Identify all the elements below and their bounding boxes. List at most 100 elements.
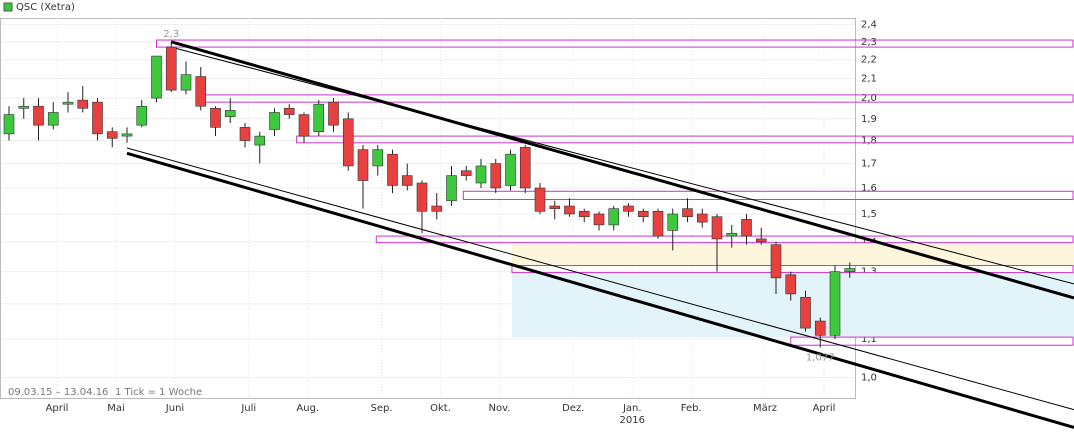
y-tick-label: 1,5 <box>861 209 877 220</box>
zone-box <box>511 264 1074 274</box>
y-tick-label: 1,8 <box>861 136 877 147</box>
legend-label: QSC (Xetra) <box>16 2 75 13</box>
plot-frame <box>0 18 856 399</box>
zone-box <box>462 190 1074 200</box>
candle-body <box>342 118 354 167</box>
x-tick-label: Dez. <box>562 403 584 414</box>
x-tick-label: Aug. <box>296 403 319 414</box>
y-tick-label: 2,2 <box>861 55 877 66</box>
candle-body <box>623 205 634 212</box>
x-tick-label: Mai <box>107 403 125 414</box>
candle-body <box>92 101 103 135</box>
candle-body <box>33 105 44 126</box>
candle-body <box>121 133 133 137</box>
candle-body <box>195 76 207 107</box>
x-tick-label: März <box>753 403 777 414</box>
candle-body <box>829 271 841 336</box>
x-tick-label: Feb. <box>681 403 702 414</box>
candle-body <box>269 112 280 130</box>
zone-box <box>156 39 1074 48</box>
candle-body <box>534 187 546 212</box>
candle-body <box>637 211 649 217</box>
candle-body <box>106 131 118 139</box>
candle-body <box>726 232 738 237</box>
candle-body <box>519 147 531 189</box>
candle-body <box>431 205 443 212</box>
candle-body <box>682 208 693 217</box>
candle-body <box>416 182 428 212</box>
candle-body <box>608 208 620 226</box>
candle-body <box>505 153 516 186</box>
y-tick-label: 1,7 <box>861 159 877 170</box>
x-tick-label: Juni <box>165 403 184 414</box>
candle-body <box>578 211 590 217</box>
zone-box <box>296 135 1074 144</box>
candle-body <box>313 103 325 132</box>
candle-body <box>741 219 752 237</box>
trendline <box>126 147 1074 411</box>
candle-body <box>387 153 398 186</box>
candle-body <box>800 296 811 329</box>
resistance-fill <box>511 242 1074 266</box>
y-tick-label: 1,0 <box>861 372 877 383</box>
candle-body <box>180 74 192 91</box>
candle-body <box>328 101 339 126</box>
y-tick-label: 2,3 <box>861 37 877 48</box>
y-tick-label: 1,6 <box>861 183 877 194</box>
x-tick-label: April <box>46 403 69 414</box>
x-tick-label: Nov. <box>489 403 511 414</box>
x-tick-label: Sep. <box>370 403 392 414</box>
y-tick-label: 1,1 <box>861 334 877 345</box>
candle-body <box>652 211 664 237</box>
trendline <box>170 40 1074 300</box>
range-label: 09.03.15 – 13.04.16 <box>8 387 108 398</box>
candle-body <box>298 114 310 137</box>
zone-box <box>375 235 1074 244</box>
x-tick-label: Juli <box>240 403 256 414</box>
candle-body <box>151 55 162 99</box>
candle-body <box>357 149 369 181</box>
y-tick-label: 2,1 <box>861 73 877 84</box>
candle-body <box>239 127 251 141</box>
candle-body <box>814 320 826 336</box>
candle-body <box>475 165 487 184</box>
annotation: 1,077 <box>806 352 835 363</box>
year-label: 2016 <box>620 415 645 426</box>
candle-body <box>210 108 221 128</box>
x-tick-label: Okt. <box>430 403 451 414</box>
candle-body <box>785 274 797 295</box>
candle-body <box>755 238 767 243</box>
candle-body <box>564 205 575 215</box>
annotation: 2,3 <box>163 29 179 40</box>
candle-body <box>844 268 856 272</box>
candle-body <box>62 101 74 105</box>
x-tick-label: Jan. <box>622 403 642 414</box>
candle-body <box>711 216 723 240</box>
trendline <box>126 151 1074 429</box>
candle-body <box>3 114 15 135</box>
tick-note: 1 Tick = 1 Woche <box>115 387 202 398</box>
candle-body <box>254 135 266 146</box>
candle-body <box>47 112 59 126</box>
y-tick-label: 2,4 <box>861 20 877 31</box>
candle-body <box>401 175 413 186</box>
candle-body <box>18 105 30 109</box>
candle-body <box>696 213 708 223</box>
candle-body <box>460 170 472 176</box>
candle-body <box>446 175 457 202</box>
candle-body <box>549 205 561 209</box>
candle-body <box>593 213 605 226</box>
candle-body <box>224 110 236 117</box>
candle-body <box>667 213 679 231</box>
candle-body <box>77 99 89 109</box>
candle-body <box>770 244 782 279</box>
candle-body <box>372 149 384 167</box>
y-tick-label: 1,9 <box>861 114 877 125</box>
candle-body <box>136 105 148 126</box>
candle-body <box>490 163 502 189</box>
trendline <box>171 46 1074 285</box>
zone-box <box>790 336 1074 346</box>
candle-body <box>283 108 295 115</box>
x-tick-label: April <box>813 403 836 414</box>
